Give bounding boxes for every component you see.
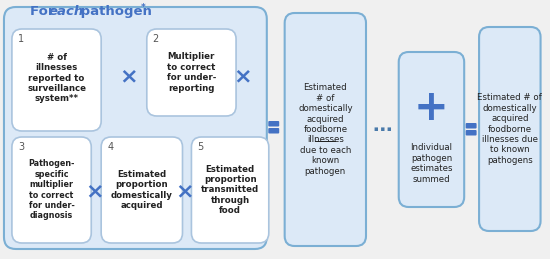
Text: *: * [141,3,146,11]
Text: each: each [48,4,84,18]
Text: Estimated
# of
domestically
acquired
foodborne
illnesses
due to each
known
patho: Estimated # of domestically acquired foo… [298,83,353,176]
FancyBboxPatch shape [268,128,279,133]
FancyBboxPatch shape [12,137,91,243]
FancyBboxPatch shape [4,7,267,249]
FancyBboxPatch shape [268,121,279,126]
Text: Estimated # of
domestically
acquired
foodborne
illnesses due
to known
pathogens: Estimated # of domestically acquired foo… [477,93,542,165]
FancyBboxPatch shape [466,123,477,128]
Text: 5: 5 [197,142,204,152]
FancyBboxPatch shape [147,29,236,116]
Text: 3: 3 [18,142,24,152]
FancyBboxPatch shape [466,130,477,135]
Text: Multiplier
to correct
for under-
reporting: Multiplier to correct for under- reporti… [167,52,216,93]
FancyBboxPatch shape [399,52,464,207]
FancyBboxPatch shape [12,29,101,131]
Text: ×: × [120,66,138,86]
FancyBboxPatch shape [191,137,269,243]
Text: Estimated
proportion
domestically
acquired: Estimated proportion domestically acquir… [111,170,173,210]
Text: 1: 1 [18,34,24,44]
FancyBboxPatch shape [479,27,541,231]
Text: ×: × [175,181,194,201]
Text: 2: 2 [153,34,159,44]
FancyBboxPatch shape [285,13,366,246]
Text: # of
illnesses
reported to
surveillance
system**: # of illnesses reported to surveillance … [27,53,86,103]
Text: ×: × [234,66,252,86]
Text: Estimated
proportion
transmitted
through
food: Estimated proportion transmitted through… [201,165,259,215]
Text: Individual
pathogen
estimates
summed: Individual pathogen estimates summed [410,143,453,184]
Text: pathogen: pathogen [76,4,152,18]
Text: ⋯: ⋯ [372,120,392,140]
Text: 4: 4 [107,142,113,152]
Text: For: For [30,4,59,18]
Text: Pathogen-
specific
multiplier
to correct
for under-
diagnosis: Pathogen- specific multiplier to correct… [29,160,75,220]
Text: +: + [414,87,449,129]
Text: ×: × [85,181,103,201]
FancyBboxPatch shape [101,137,183,243]
